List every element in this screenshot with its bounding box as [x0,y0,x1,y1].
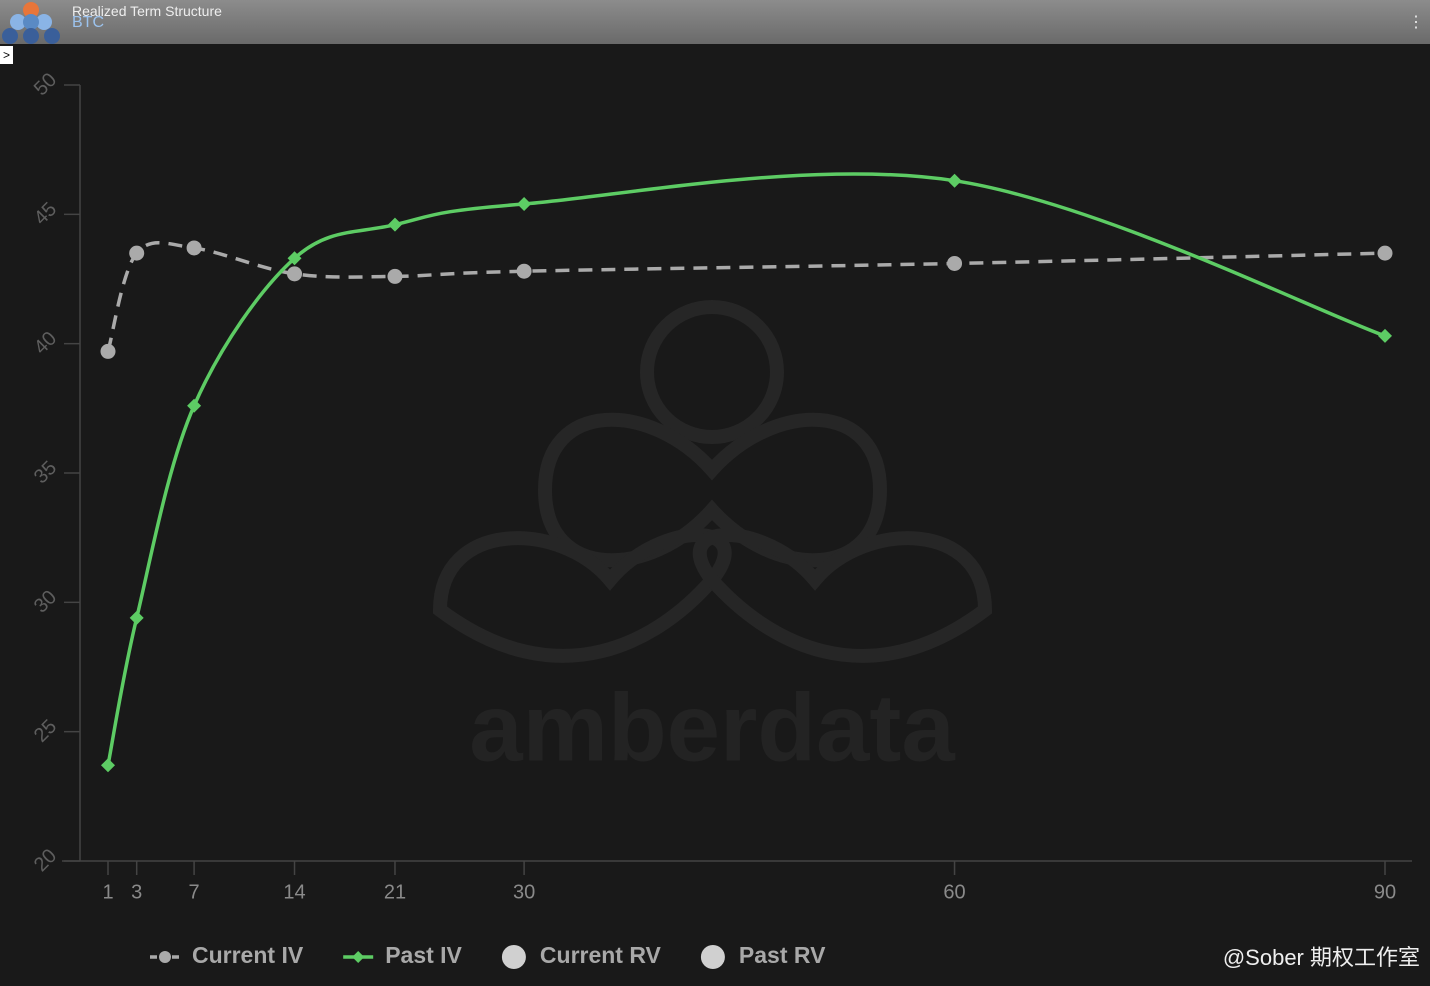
y-tick-label: 20 [30,845,61,876]
x-tick-label: 3 [131,881,142,903]
legend-label[interactable]: Past IV [385,942,462,968]
legend-label[interactable]: Current IV [192,942,304,968]
series-line [106,240,1386,352]
legend-label[interactable]: Current RV [540,942,662,968]
legend-symbol [159,951,171,963]
point [1378,328,1392,343]
y-tick-label: 50 [30,69,61,100]
x-tick-label: 21 [384,881,406,903]
watermark: amberdata [469,674,955,781]
point [517,196,532,211]
point [1377,245,1393,261]
header-title: Realized Term Structure [72,3,222,19]
x-tick-label: 60 [943,881,965,903]
point [287,266,303,282]
x-tick-label: 30 [513,881,535,903]
y-tick-label: 30 [30,586,61,617]
legend-symbol [501,945,526,969]
logo [2,2,60,44]
point [287,251,302,266]
y-tick-label: 45 [30,198,61,229]
y-tick-label: 35 [30,457,61,488]
legend-symbol [352,951,365,963]
point [101,758,115,773]
x-tick-label: 7 [189,881,200,903]
point [186,240,202,256]
point [100,343,116,359]
legend-marker [159,951,171,963]
point [516,263,532,279]
expand-button[interactable]: > [0,46,13,64]
point [947,255,963,271]
legend-symbol [700,945,725,969]
legend-label[interactable]: Past RV [739,942,826,968]
menu-button[interactable]: ⋮ [1408,14,1424,31]
point [947,173,962,188]
y-tick-label: 25 [30,716,61,747]
legend-marker [352,951,365,963]
header-subtitle: BTC [72,14,104,31]
y-tick-label: 40 [30,328,61,359]
x-tick-label: 90 [1374,881,1396,903]
point [129,610,144,625]
point [187,398,202,413]
point [129,245,145,261]
credit: @Sober 期权工作室 [1223,945,1420,970]
point [387,217,402,232]
header-bar: Realized Term Structure BTC ⋮ [0,0,1430,44]
x-tick-label: 1 [102,881,113,903]
x-tick-label: 14 [283,881,305,903]
point [387,268,403,284]
watermark-logo [432,300,993,663]
